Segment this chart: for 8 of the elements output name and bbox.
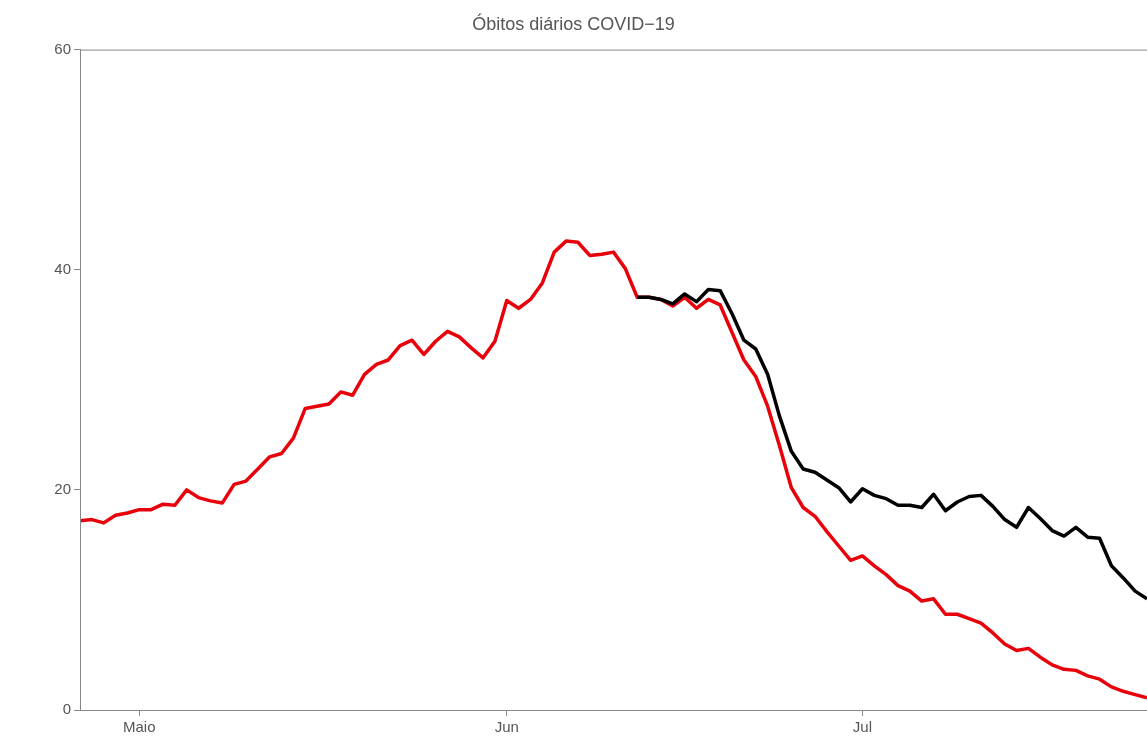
x-tick-label: Jun <box>494 718 519 736</box>
y-tick-label: 0 <box>62 700 71 718</box>
x-tick-label: Jul <box>852 718 873 736</box>
chart-title: Óbitos diários COVID−19 <box>472 12 675 34</box>
y-tick-label: 40 <box>54 259 71 277</box>
x-tick-label: Maio <box>123 718 156 736</box>
y-tick-label: 20 <box>54 480 71 498</box>
y-tick-label: 60 <box>54 39 71 57</box>
